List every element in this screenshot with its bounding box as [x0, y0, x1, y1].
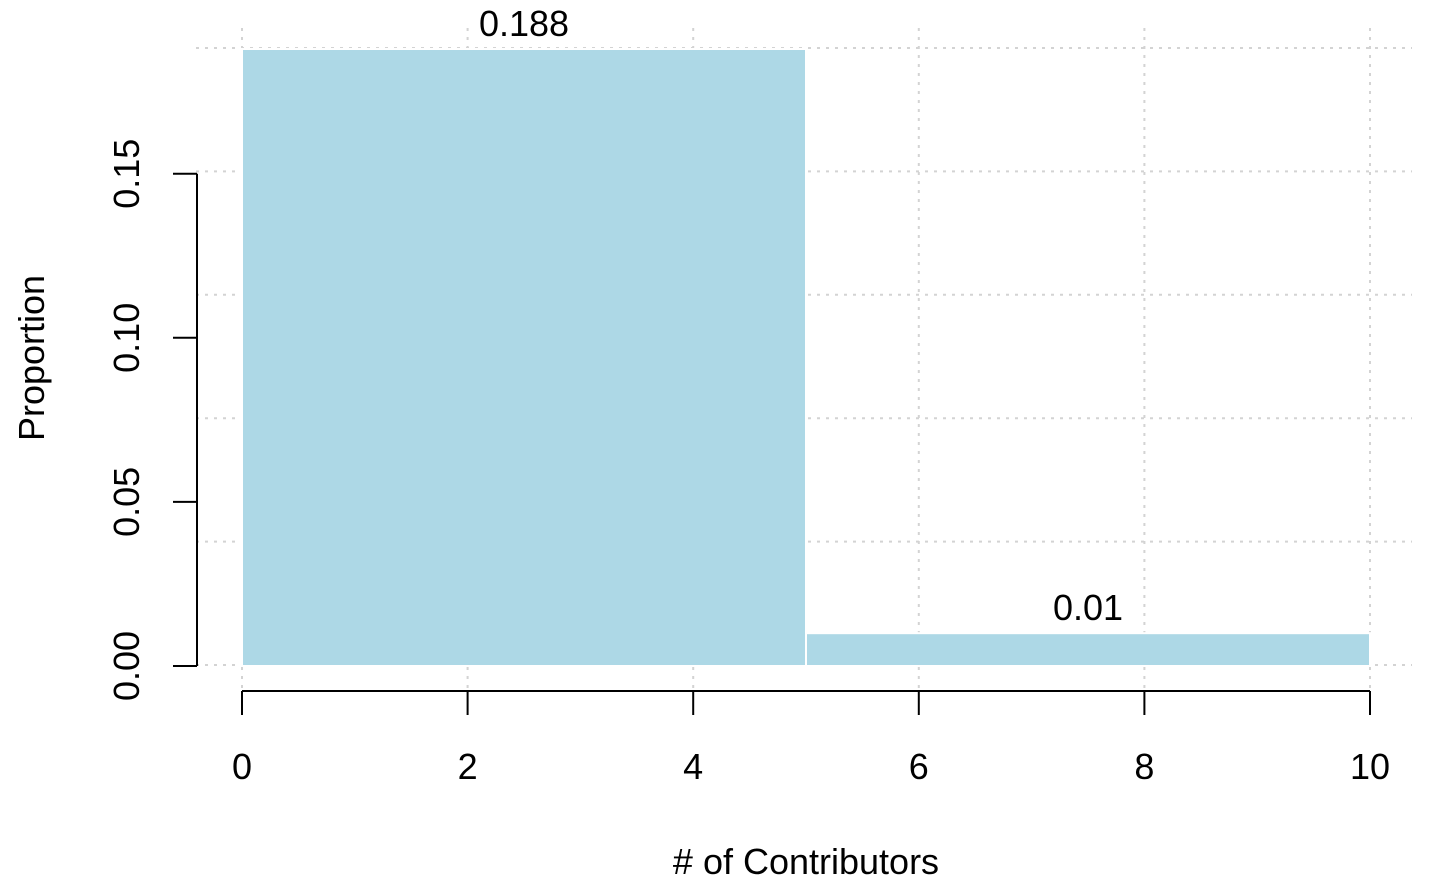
bars	[241, 48, 1371, 667]
x-tick-label: 10	[1350, 746, 1390, 787]
bar-value-label: 0.188	[479, 3, 569, 44]
x-tick-label: 0	[232, 746, 252, 787]
y-axis-title: Proportion	[11, 275, 52, 441]
y-tick-label: 0.00	[106, 631, 147, 701]
bar	[805, 632, 1371, 667]
x-axis: 0 2 4 6 8 10	[232, 690, 1390, 787]
x-tick-label: 8	[1134, 746, 1154, 787]
x-axis-title: # of Contributors	[673, 841, 939, 882]
y-tick-label: 0.15	[106, 139, 147, 209]
y-tick-label: 0.05	[106, 467, 147, 537]
y-axis: 0.00 0.05 0.10 0.15	[106, 139, 198, 701]
y-tick-label: 0.10	[106, 303, 147, 373]
bar	[241, 48, 807, 667]
bar-value-label: 0.01	[1053, 587, 1123, 628]
x-tick-label: 4	[683, 746, 703, 787]
bar-labels: 0.188 0.01	[479, 3, 1123, 628]
x-tick-label: 2	[458, 746, 478, 787]
x-tick-label: 6	[909, 746, 929, 787]
